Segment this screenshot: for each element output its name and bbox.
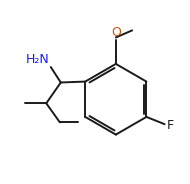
Text: H₂N: H₂N [26,53,49,66]
Text: O: O [111,26,121,39]
Text: F: F [166,118,173,132]
